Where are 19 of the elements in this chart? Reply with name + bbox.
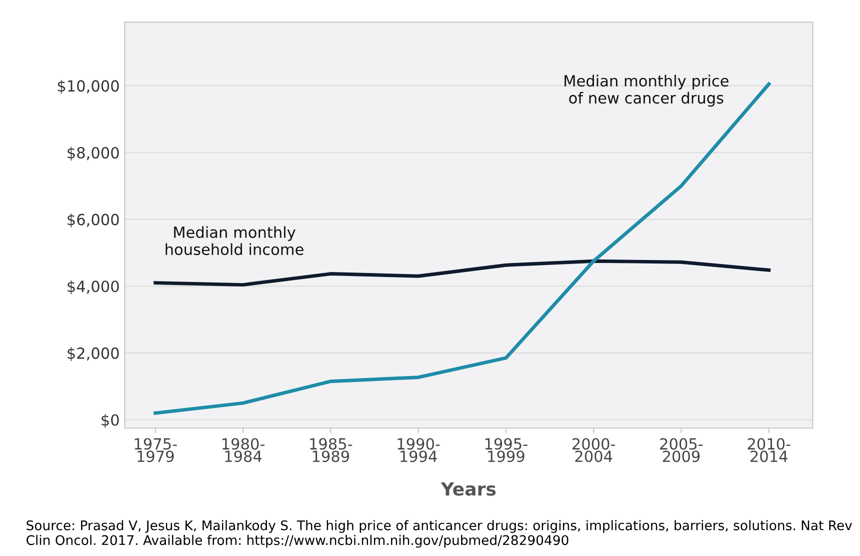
y-tick-label: $8,000 <box>68 146 119 161</box>
x-tick-label: 1975- 1979 <box>134 438 177 462</box>
x-tick-label: 1980- 1984 <box>222 438 264 462</box>
series-label: Median monthly household income <box>166 226 304 256</box>
y-tick-label: $10,000 <box>58 80 119 94</box>
x-tick-label: 1995- 1999 <box>485 438 528 462</box>
x-axis-title: Years <box>440 482 496 496</box>
series-label: Median monthly price of new cancer drugs <box>564 74 728 107</box>
x-tick-label: 1990- 1994 <box>398 438 440 462</box>
x-tick-label: 1985- 1989 <box>310 438 352 462</box>
x-tick-label: 2005- 2009 <box>660 438 703 462</box>
x-tick-label: 2010- 2014 <box>748 438 790 462</box>
line-series <box>154 259 771 287</box>
y-tick-label: $4,000 <box>68 280 119 294</box>
source-note: Source: Prasad V, Jesus K, Mailankody S. The high price of anticancer drugs: origins, implications, barriers, solutions. Nat Rev Clin Oncol. 2017. Available from: https://www.ncbi.nlm.nih.gov/pubmed/28290490 <box>26 520 852 548</box>
y-tick-label: $0 <box>102 414 119 428</box>
y-tick-label: $2,000 <box>68 347 119 362</box>
y-tick-label: $6,000 <box>68 214 119 228</box>
x-tick-label: 2000- 2004 <box>572 438 616 462</box>
